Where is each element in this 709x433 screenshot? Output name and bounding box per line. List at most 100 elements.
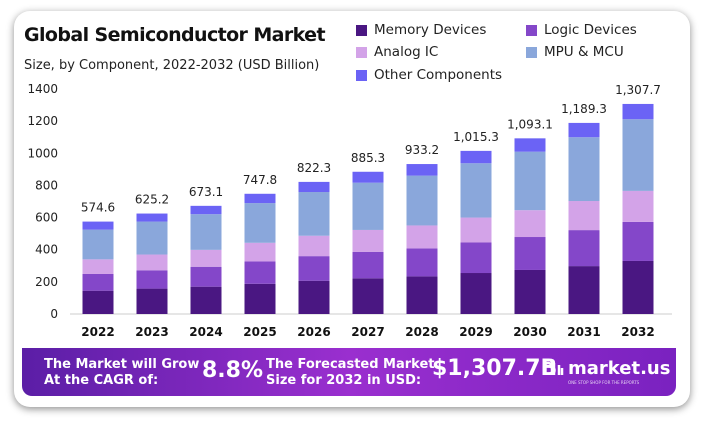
bar-segment: [298, 181, 330, 193]
cagr-value: 8.8%: [202, 358, 264, 383]
legend-item-logic: Logic Devices: [526, 22, 637, 38]
legend-label: Logic Devices: [544, 22, 637, 38]
bar-segment: [298, 235, 330, 257]
bar-segment: [190, 249, 222, 267]
bar-segment: [460, 273, 492, 314]
cagr-label: The Market will Grow At the CAGR of:: [44, 357, 199, 389]
bar-segment: [460, 242, 492, 274]
legend-item-other: Other Components: [356, 67, 502, 83]
x-tick-label: 2028: [405, 325, 438, 339]
bar-segment: [352, 229, 384, 252]
logo-icon: [542, 361, 564, 375]
bar-segment: [82, 229, 114, 260]
logo-text: market.us: [568, 358, 671, 379]
legend-label: Analog IC: [374, 44, 439, 60]
bar-segment: [406, 225, 438, 249]
chart-title: Global Semiconductor Market: [24, 24, 326, 46]
y-tick-label: 1400: [27, 82, 58, 96]
total-label: 1,015.3: [453, 130, 499, 144]
forecast-label-line: The Forecasted Market: [266, 357, 435, 372]
x-tick-label: 2026: [297, 325, 330, 339]
total-label: 885.3: [351, 151, 385, 165]
x-tick-label: 2032: [621, 325, 654, 339]
x-tick-label: 2024: [189, 325, 222, 339]
x-tick-label: 2029: [459, 325, 492, 339]
bar-segment: [460, 217, 492, 243]
bar-segment: [244, 203, 276, 243]
forecast-value: $1,307.7B: [432, 356, 558, 381]
forecast-label: The Forecasted Market Size for 2032 in US…: [266, 357, 435, 389]
total-label: 574.6: [81, 201, 115, 215]
bar-segment: [622, 119, 654, 191]
y-tick-label: 800: [35, 178, 58, 192]
legend-item-memory: Memory Devices: [356, 22, 486, 38]
bar-segment: [352, 278, 384, 314]
bar-segment: [568, 137, 600, 202]
legend-item-analog: Analog IC: [356, 44, 438, 60]
chart-subtitle: Size, by Component, 2022-2032 (USD Billi…: [24, 58, 320, 73]
forecast-label-line: Size for 2032 in USD:: [266, 373, 422, 388]
legend-label: MPU & MCU: [544, 44, 624, 60]
legend-swatch: [526, 46, 537, 58]
bar-segment: [352, 182, 384, 230]
total-label: 747.8: [243, 173, 277, 187]
bar-segment: [406, 175, 438, 226]
y-tick-label: 0: [50, 307, 58, 321]
y-tick-label: 600: [35, 211, 58, 225]
summary-banner: The Market will Grow At the CAGR of: 8.8%…: [22, 348, 676, 396]
bar-segment: [82, 290, 114, 314]
total-label: 822.3: [297, 161, 331, 175]
bar-segment: [244, 242, 276, 262]
x-tick-label: 2025: [243, 325, 276, 339]
market-us-logo: market.us ONE STOP SHOP FOR THE REPORTS: [542, 358, 671, 385]
x-tick-label: 2031: [567, 325, 600, 339]
bar-segment: [190, 266, 222, 287]
total-label: 625.2: [135, 193, 169, 207]
y-tick-label: 1200: [27, 114, 58, 128]
total-label: 1,307.7: [615, 83, 661, 97]
bar-segment: [244, 283, 276, 314]
bar-segment: [514, 151, 546, 211]
bar-segment: [568, 266, 600, 314]
bar-segment: [568, 230, 600, 267]
bar-segment: [622, 103, 654, 120]
total-label: 1,093.1: [507, 117, 553, 131]
bar-segment: [136, 288, 168, 314]
bar-segment: [82, 273, 114, 291]
y-tick-label: 400: [35, 243, 58, 257]
bar-segment: [568, 122, 600, 138]
bar-segment: [406, 164, 438, 176]
x-tick-label: 2030: [513, 325, 546, 339]
cagr-label-line: The Market will Grow: [44, 357, 200, 372]
bar-segment: [568, 201, 600, 231]
legend-swatch: [356, 24, 367, 36]
logo-tagline: ONE STOP SHOP FOR THE REPORTS: [568, 380, 640, 385]
bar-segment: [352, 251, 384, 279]
bar-segment: [190, 214, 222, 250]
legend-swatch: [526, 24, 537, 36]
bar-segment: [190, 205, 222, 215]
bar-segment: [622, 221, 654, 261]
bar-segment: [136, 221, 168, 255]
x-tick-label: 2022: [81, 325, 114, 339]
bar-segment: [244, 193, 276, 204]
bar-segment: [244, 261, 276, 284]
bar-segment: [406, 248, 438, 277]
legend-swatch: [356, 46, 367, 58]
bar-segment: [190, 286, 222, 314]
total-label: 933.2: [405, 143, 439, 157]
x-tick-label: 2027: [351, 325, 384, 339]
x-tick-label: 2023: [135, 325, 168, 339]
bar-segment: [622, 190, 654, 222]
bar-segment: [514, 210, 546, 238]
bar-segment: [298, 280, 330, 314]
bar-segment: [352, 171, 384, 183]
y-tick-label: 200: [35, 275, 58, 289]
bar-segment: [460, 163, 492, 218]
total-label: 673.1: [189, 185, 223, 199]
cagr-label-line: At the CAGR of:: [44, 373, 159, 388]
bar-segment: [406, 276, 438, 314]
bar-segment: [136, 213, 168, 222]
legend-label: Memory Devices: [374, 22, 487, 38]
legend-label: Other Components: [374, 67, 503, 83]
